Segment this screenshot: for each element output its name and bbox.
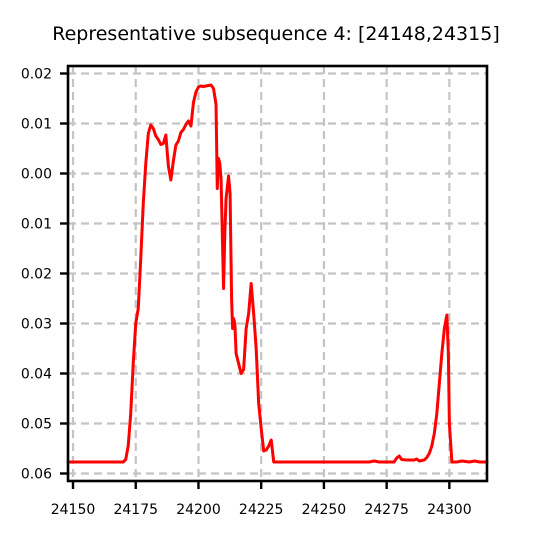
x-tick-label: 24200 <box>176 502 221 518</box>
x-tick-label: 24275 <box>364 502 409 518</box>
y-tick-label: 0.02 <box>21 67 52 83</box>
y-tick-label: 0.00 <box>21 167 52 183</box>
x-tick-label: 24150 <box>51 502 96 518</box>
y-tick-label: 0.03 <box>21 317 52 333</box>
tick-layer: 24150 24175 24200 24225 24250 24275 24300 0.02 0… <box>21 67 472 519</box>
x-tick-label: 24225 <box>239 502 284 518</box>
y-tick-label: 0.04 <box>21 367 52 383</box>
chart-title: Representative subsequence 4: [24148,243… <box>52 23 499 45</box>
x-tick-label: 24250 <box>302 502 347 518</box>
y-tick-label: 0.05 <box>21 417 52 433</box>
y-tick-label: 0.02 <box>21 267 52 283</box>
y-tick-label: 0.06 <box>21 467 52 483</box>
x-tick-label: 24175 <box>113 502 158 518</box>
series-line-subsequence <box>66 83 489 464</box>
y-tick-label: 0.01 <box>21 117 52 133</box>
series-layer <box>66 83 489 464</box>
x-tick-label: 24300 <box>427 502 472 518</box>
y-tick-label: 0.01 <box>21 217 52 233</box>
